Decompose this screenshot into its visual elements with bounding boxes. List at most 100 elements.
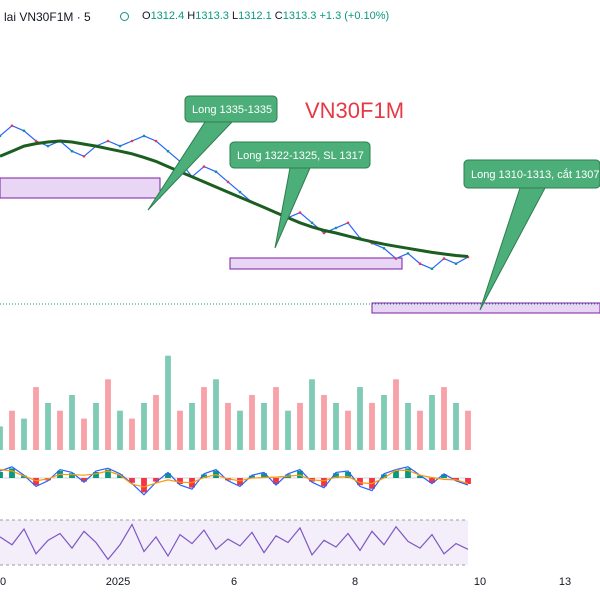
volume-bar: [165, 355, 171, 450]
close-label: C: [274, 10, 283, 22]
volume-bar: [321, 395, 327, 450]
price-point: [298, 211, 302, 214]
volume-bar: [21, 418, 27, 450]
low-value: 1312.1: [238, 10, 272, 22]
macd-histogram-bar: [9, 468, 15, 478]
volume-bar: [393, 379, 399, 450]
price-point: [418, 262, 422, 266]
volume-bar: [177, 410, 183, 450]
macd-histogram-bar: [441, 474, 447, 478]
volume-bar: [189, 402, 195, 450]
open-label: O: [142, 10, 151, 22]
annotation-layer: Long 1335-1335 Long 1322-1325, SL 1317 Lon…: [147, 95, 600, 311]
callout-box-0: [184, 95, 278, 123]
price-point: [118, 144, 122, 148]
volume-bar: [285, 410, 291, 450]
price-point: [154, 139, 158, 143]
volume-bar: [333, 402, 339, 450]
price-point: [70, 149, 74, 153]
chart-legend: lai VN30F1M · 5 O1312.4 H1313.3 L1312.1 …: [0, 0, 600, 32]
volume-bar: [33, 387, 39, 450]
low-label: L: [231, 10, 239, 22]
price-point: [238, 190, 242, 194]
price-point: [382, 247, 386, 250]
macd-histogram-bar: [177, 478, 183, 484]
macd-histogram-bar: [117, 474, 123, 478]
macd-histogram-bar: [333, 473, 339, 478]
chart-title: VN30F1M: [305, 98, 404, 123]
volume-bar: [0, 426, 3, 450]
volume-bar: [345, 410, 351, 450]
price-point: [310, 221, 314, 225]
x-tick-label: 8: [352, 576, 358, 588]
x-tick-label: 2025: [106, 576, 130, 588]
macd-histogram-bar: [69, 473, 75, 478]
price-point: [430, 267, 434, 271]
macd-histogram-bar: [153, 478, 159, 482]
x-axis: 0 2025 6 8 10 13: [0, 576, 571, 588]
price-point: [166, 149, 170, 153]
macd-histogram-bar: [21, 475, 27, 478]
series-line-0: [0, 125, 469, 270]
close-value: 1313.3: [282, 10, 317, 22]
price-point: [10, 124, 14, 127]
macd-histogram-bar: [93, 472, 99, 478]
volume-bar: [369, 402, 375, 450]
volume-bar: [357, 387, 363, 450]
volume-bar: [81, 418, 87, 450]
macd-histogram-bar: [141, 478, 147, 493]
volume-bar: [57, 410, 63, 450]
macd-histogram-bar: [261, 473, 267, 478]
x-tick-label: 6: [231, 576, 237, 588]
price-point: [34, 139, 38, 143]
callout-box-2: [463, 159, 600, 189]
volume-bar: [405, 402, 411, 450]
price-point: [130, 139, 134, 143]
macd-histogram-bar: [273, 478, 279, 484]
x-tick-label: 0: [0, 576, 6, 588]
macd-histogram-bar: [405, 468, 411, 478]
macd-histogram-bar: [105, 469, 111, 478]
macd-histogram-bar: [237, 478, 243, 486]
price-point: [106, 139, 110, 143]
x-tick-label: 10: [474, 576, 486, 588]
volume-bar: [237, 410, 243, 450]
status-dot-icon: [120, 10, 133, 22]
macd-line: [0, 466, 469, 496]
price-point: [82, 155, 86, 158]
price-point: [406, 252, 410, 255]
support-zone-3: [371, 302, 600, 314]
callout-box-1: [229, 141, 371, 169]
support-zone-1: [0, 177, 161, 199]
symbol-name[interactable]: lai VN30F1M · 5: [4, 10, 91, 24]
macd-histogram-bar: [249, 475, 255, 478]
high-value: 1313.3: [195, 10, 229, 22]
volume-pane: [0, 355, 471, 450]
volume-bar: [261, 402, 267, 450]
price-point: [214, 170, 218, 173]
macd-histogram-bar: [453, 478, 459, 481]
price-point: [202, 165, 206, 168]
high-label: H: [187, 10, 196, 22]
volume-bar: [105, 379, 111, 450]
volume-bar: [297, 402, 303, 450]
volume-bar: [465, 410, 471, 450]
main-price-pane: [0, 124, 600, 314]
price-point: [394, 257, 398, 260]
macd-histogram-bar: [81, 478, 87, 482]
volume-bar: [9, 410, 15, 450]
volume-bar: [381, 395, 387, 450]
rsi-line: [0, 523, 469, 561]
callout-label-1: Long 1322-1325, SL 1317: [237, 150, 364, 162]
price-point: [142, 134, 146, 138]
volume-bar: [153, 395, 159, 450]
series-line-1: [0, 139, 469, 258]
macd-histogram-bar: [417, 475, 423, 478]
change-value: +1.3 (+0.10%): [319, 10, 390, 22]
price-point: [226, 180, 230, 184]
volume-bar: [141, 402, 147, 450]
chart-background: [0, 32, 600, 600]
volume-bar: [45, 402, 51, 450]
price-point: [0, 134, 2, 138]
